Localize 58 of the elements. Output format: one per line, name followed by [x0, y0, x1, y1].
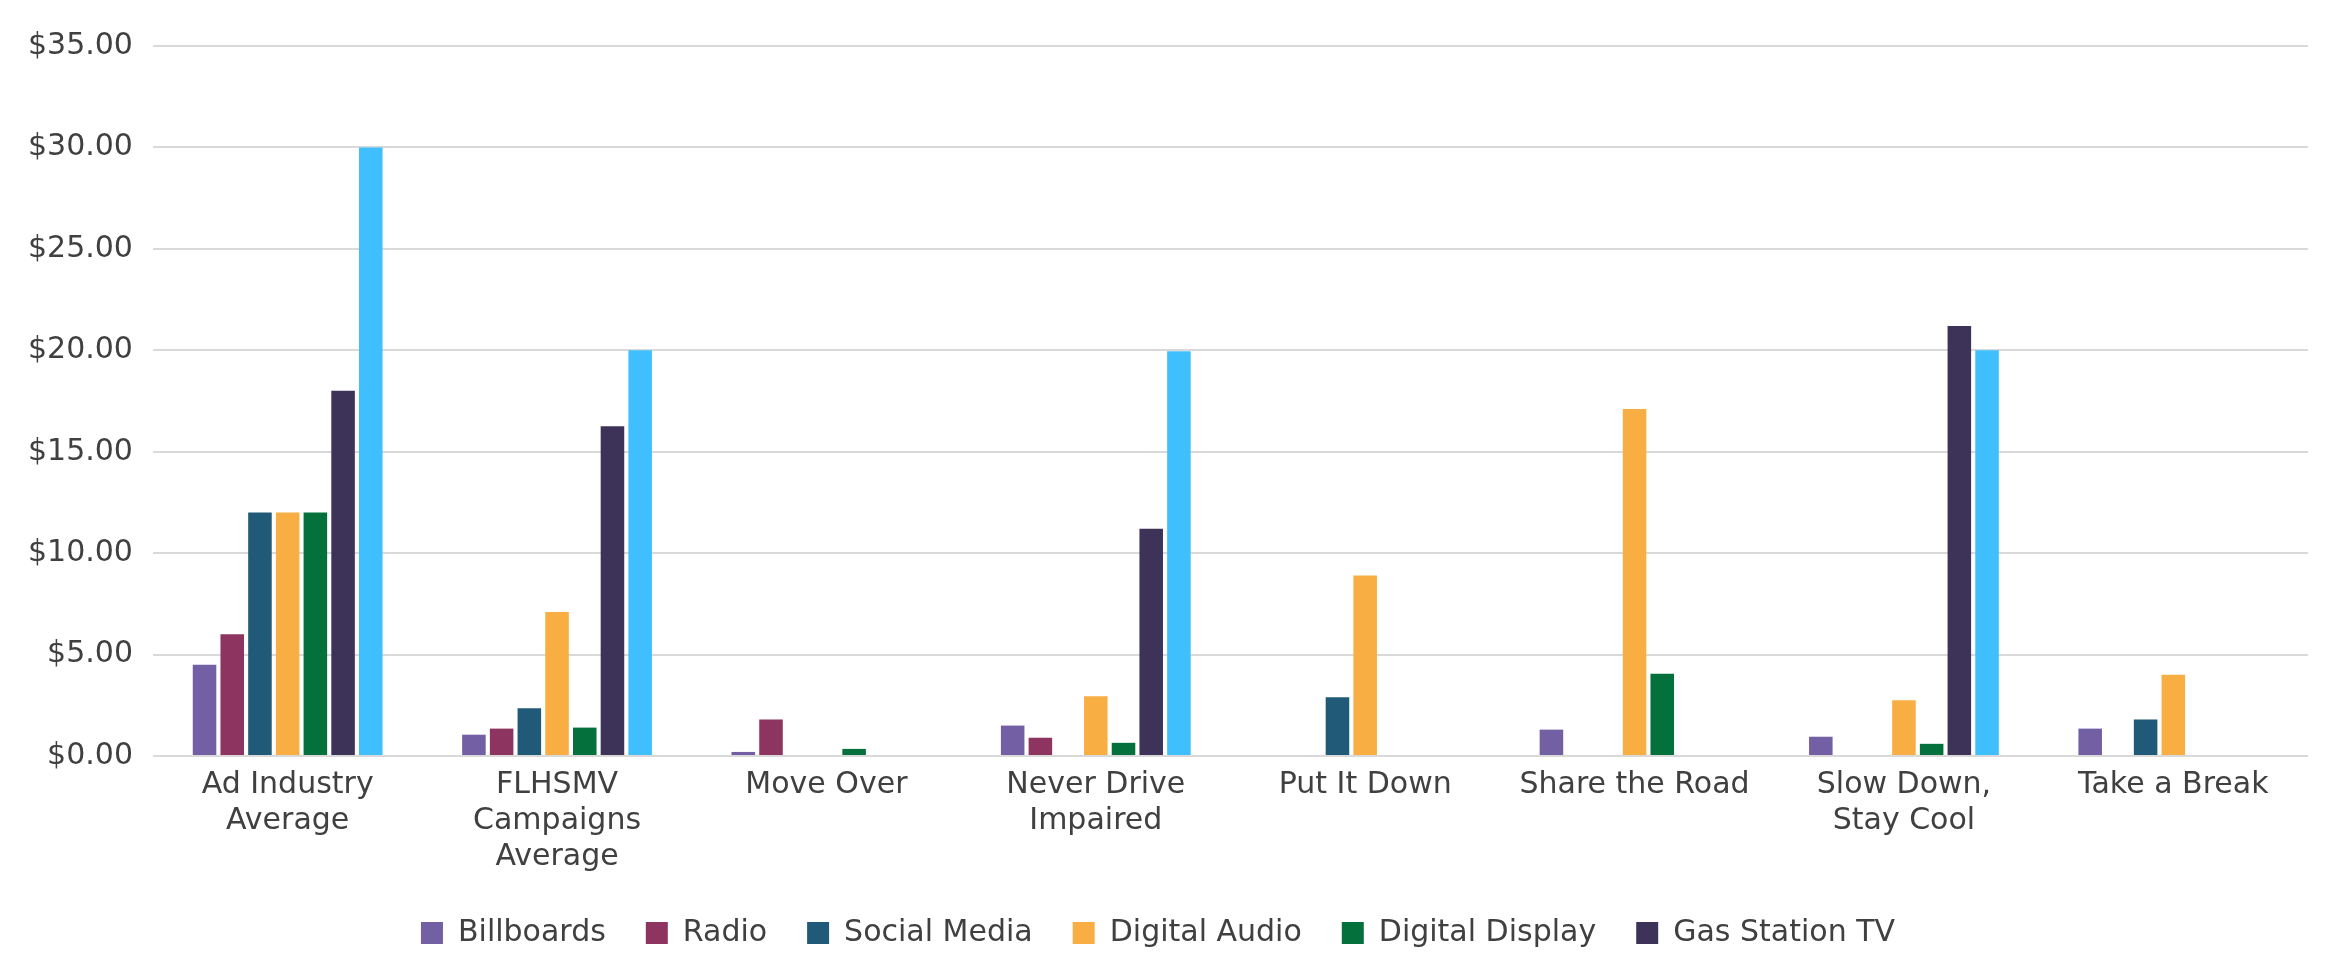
- y-tick-label: $0.00: [47, 735, 133, 771]
- bar: [572, 727, 597, 755]
- bar: [462, 734, 486, 755]
- legend-label: Gas Station TV: [1673, 912, 1896, 948]
- bar: [2078, 728, 2102, 755]
- bar: [1111, 742, 1136, 755]
- y-tick-label: $25.00: [27, 228, 133, 264]
- y-tick-label: $5.00: [47, 634, 133, 670]
- bar: [1622, 409, 1647, 755]
- bar: [275, 512, 300, 755]
- y-tick-label: $15.00: [27, 431, 133, 467]
- x-tick-label: Move Over: [745, 764, 909, 800]
- bar: [1947, 325, 1972, 755]
- x-tick-label: FLHSMV Campaigns Average: [473, 764, 642, 872]
- bar: [489, 728, 514, 755]
- bar: [759, 719, 783, 755]
- bar: [2161, 674, 2186, 755]
- bar: [248, 512, 272, 755]
- bar: [1084, 696, 1108, 755]
- y-tick-label: $10.00: [27, 532, 133, 568]
- bar: [545, 611, 569, 755]
- legend-label: Billboards: [457, 912, 606, 948]
- x-tick-label: Slow Down, Stay Cool: [1816, 764, 1992, 836]
- legend-label: Digital Audio: [1109, 912, 1302, 948]
- bar: [1139, 528, 1163, 755]
- bar: [192, 664, 217, 755]
- bar: [1539, 729, 1564, 755]
- bar: [1028, 737, 1053, 755]
- bar: [303, 512, 328, 755]
- bar: [1167, 351, 1191, 755]
- bar: [220, 634, 245, 755]
- bar: [1892, 700, 1916, 755]
- bar: [2133, 719, 2158, 755]
- bar: [1919, 743, 1944, 755]
- bar: [1000, 725, 1025, 755]
- y-tick-label: $35.00: [27, 25, 133, 61]
- bar: [1650, 673, 1675, 755]
- legend-label: Digital Display: [1378, 912, 1597, 948]
- legend-label: Radio: [682, 912, 768, 948]
- x-tick-label: Share the Road: [1519, 764, 1750, 800]
- bar: [628, 350, 652, 755]
- bar: [731, 751, 756, 755]
- bar: [359, 147, 383, 755]
- x-tick-label: Put It Down: [1278, 764, 1452, 800]
- x-tick-label: Ad Industry Average: [201, 764, 374, 836]
- bar: [1975, 350, 1999, 755]
- bar: [600, 426, 625, 755]
- y-tick-label: $20.00: [27, 330, 133, 366]
- legend-label: Social Media: [844, 912, 1033, 948]
- bar: [1325, 697, 1350, 755]
- bar: [331, 390, 355, 755]
- bar: [1353, 575, 1377, 755]
- x-tick-label: Take a Break: [2077, 764, 2270, 800]
- bar: [517, 708, 542, 755]
- bar: [842, 748, 866, 755]
- y-tick-label: $30.00: [27, 127, 133, 163]
- x-tick-label: Never Drive Impaired: [1006, 764, 1186, 836]
- bar: [1809, 736, 1833, 755]
